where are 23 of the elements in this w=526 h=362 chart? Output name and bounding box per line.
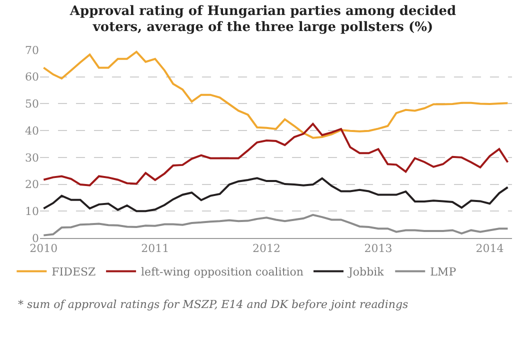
line-series [42, 177, 509, 212]
text: * sum of approval ratings for MSZP, E14 and DK before joint readings [18, 298, 410, 311]
legend-label: Jobbik [347, 266, 384, 279]
y-tick-label: 50 [25, 98, 39, 111]
legend-label: left-wing opposition coalition [141, 266, 304, 279]
line-series [42, 122, 509, 186]
y-tick-label: 20 [25, 178, 39, 192]
x-tick-label: 2010 [30, 242, 58, 256]
x-tick-label: 2013 [364, 242, 392, 256]
y-tick-label: 60 [25, 70, 39, 84]
y-tick-label: 70 [25, 44, 39, 57]
x-tick-label: 2014 [476, 242, 504, 256]
y-tick-label: 10 [25, 204, 39, 218]
line-series [42, 214, 509, 236]
y-tick-label: 30 [25, 151, 39, 164]
y-tick-label: 40 [25, 124, 39, 138]
line-series [42, 50, 509, 139]
x-tick-label: 2012 [252, 242, 281, 256]
legend-label: FIDESZ [52, 266, 96, 279]
legend-label: LMP [430, 266, 457, 279]
y-tick-label: 0 [32, 232, 39, 245]
chart-title: Approval rating of Hungarian parties among decided voters, average of the three large pollsters (%) [68, 4, 458, 36]
x-tick-label: 2011 [141, 242, 170, 256]
